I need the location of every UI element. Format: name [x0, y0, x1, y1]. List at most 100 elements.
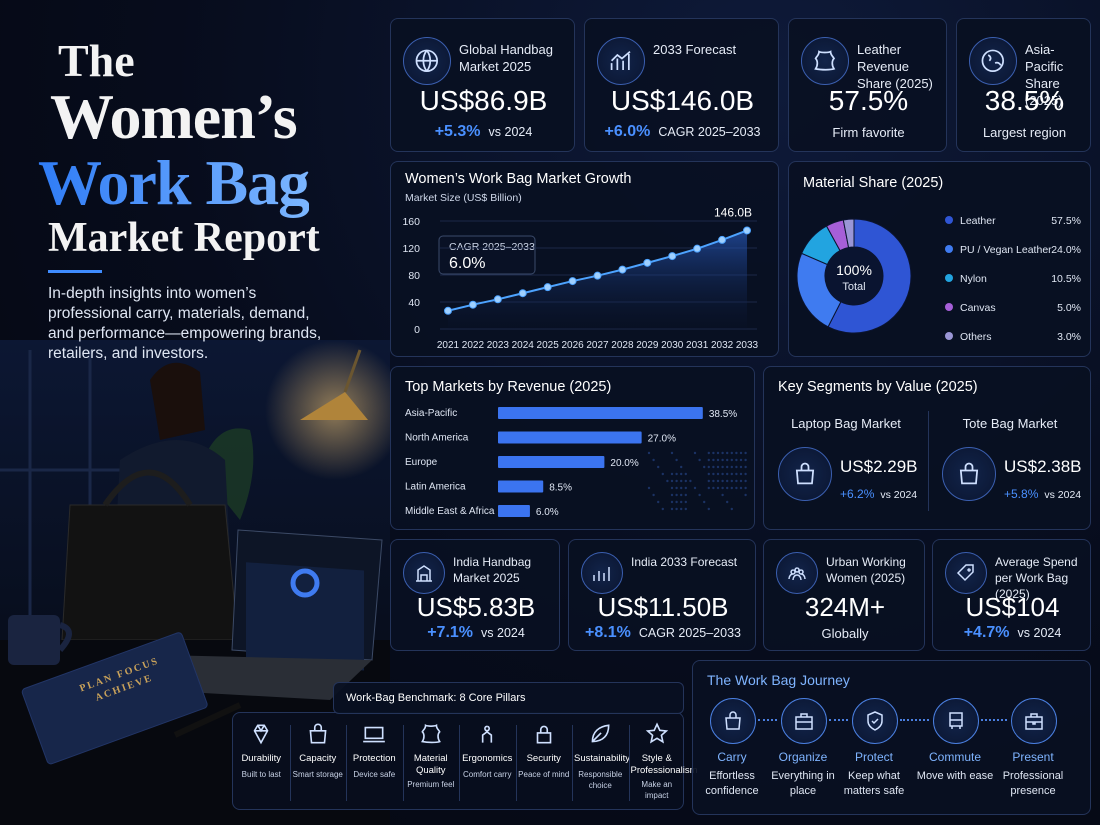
map-dot	[744, 465, 747, 469]
kpi-change: +7.1%	[427, 624, 474, 641]
segment-value: US$2.38B	[1004, 457, 1082, 476]
bar-chart: Top Markets by Revenue (2025) Asia-Pacif…	[405, 379, 747, 518]
pillar-desc: Built to last	[241, 770, 281, 779]
kpi-change: +8.1%	[585, 624, 631, 641]
bar	[498, 431, 642, 444]
point	[693, 244, 702, 253]
icon	[867, 711, 883, 731]
kpi-value: 38.5%	[984, 85, 1065, 116]
y-tick-label: 80	[408, 270, 420, 282]
map-dot	[712, 479, 715, 483]
bar-category: Latin America	[405, 482, 466, 493]
map-dot	[735, 472, 738, 476]
value-label: 24.0%	[1051, 244, 1081, 256]
divider	[515, 725, 517, 801]
point	[444, 306, 452, 315]
icon-shape	[591, 724, 610, 743]
icon-shape	[959, 462, 979, 485]
icon-shape	[420, 724, 441, 744]
map-dot	[680, 486, 683, 490]
icon-shape	[725, 711, 741, 730]
map-dot	[739, 465, 743, 469]
icon	[591, 724, 610, 743]
icon	[956, 564, 974, 582]
map-dot	[707, 486, 710, 490]
value-label: 10.5%	[1051, 273, 1081, 285]
map-dot	[716, 465, 720, 469]
title-line: The	[58, 35, 135, 86]
icon-shape	[415, 49, 439, 73]
map-dot	[726, 465, 729, 469]
map-dot	[712, 472, 715, 476]
kpi-card: Average Spend per Work Bag (2025) US$104 +…	[932, 539, 1091, 651]
journey-step-desc: Effortless confidence	[705, 770, 759, 797]
kpi-icon	[581, 552, 623, 594]
icon-shape	[645, 722, 668, 744]
journey-panel: The Work Bag Journey Carry Effortless con…	[692, 660, 1091, 815]
x-tick-label: 2024	[512, 340, 535, 351]
x-tick-label: 2032	[711, 340, 734, 351]
map-dot	[707, 458, 710, 462]
kpi-value: US$5.83B	[416, 592, 536, 622]
icon	[482, 725, 493, 743]
journey-icon	[1011, 698, 1057, 744]
hero-scene	[0, 340, 390, 825]
legend-swatch	[945, 303, 953, 311]
point	[468, 300, 477, 309]
map-dot	[670, 500, 674, 504]
icon-shape	[536, 725, 552, 744]
point	[718, 235, 727, 244]
map-dot	[744, 493, 747, 497]
divider	[459, 725, 460, 801]
point	[643, 258, 652, 267]
map-dot	[712, 465, 715, 469]
segment-change: +6.2%	[840, 487, 875, 501]
map-dot	[689, 479, 692, 483]
map-dot	[739, 479, 743, 483]
map-dot	[657, 465, 660, 469]
kpi-note: Firm favorite	[832, 125, 905, 140]
map-dot	[661, 472, 664, 476]
kpi-card: Leather Revenue Share (2025) 57.5% Firm fa…	[788, 18, 947, 152]
map-dot	[716, 479, 720, 483]
annotation-value: 6.0%	[449, 255, 485, 272]
legend-swatch	[945, 274, 953, 282]
donut-hole	[825, 247, 883, 305]
kpi-change-row: +6.0% CAGR 2025–2033	[585, 123, 780, 141]
segment-note: vs 2024	[1044, 489, 1082, 501]
pillar-name: Durability	[241, 753, 282, 764]
journey-step-name: Present	[1012, 750, 1054, 764]
bar-value-label: 8.5%	[549, 483, 572, 494]
pillar-desc: Peace of mind	[518, 770, 570, 779]
pillar-name: Material Quality	[413, 753, 448, 776]
journey-arrow	[829, 719, 848, 721]
x-tick-label: 2023	[487, 340, 510, 351]
value-label: 3.0%	[1057, 331, 1081, 343]
x-tick-label: 2033	[736, 340, 759, 351]
growth-card: Women’s Work Bag Market Growth Market Si…	[390, 161, 779, 357]
map-dot	[730, 472, 733, 476]
icon	[363, 726, 386, 743]
map-dot	[726, 472, 729, 476]
segment-label: Laptop Bag Market	[791, 416, 901, 431]
point	[543, 283, 552, 292]
journey-icon	[852, 698, 898, 744]
kpi-note: Globally	[821, 626, 869, 641]
icon-shape	[253, 724, 269, 745]
journey-step-name: Commute	[928, 750, 981, 764]
map-dot	[721, 493, 724, 497]
x-tick-label: 2029	[636, 340, 659, 351]
icon-shape	[1025, 713, 1043, 730]
benchmark-header: Work-Bag Benchmark: 8 Core Pillars	[333, 682, 684, 714]
map-dot	[675, 486, 678, 490]
kpi-value: US$146.0B	[610, 85, 755, 116]
icon	[788, 567, 806, 581]
map-dot	[703, 500, 706, 504]
icon-shape	[795, 713, 813, 730]
map-dot	[712, 486, 715, 490]
bar-category: North America	[405, 433, 469, 444]
divider	[289, 725, 291, 801]
bar	[498, 407, 703, 419]
segment-label: Tote Bag Market	[962, 416, 1058, 431]
